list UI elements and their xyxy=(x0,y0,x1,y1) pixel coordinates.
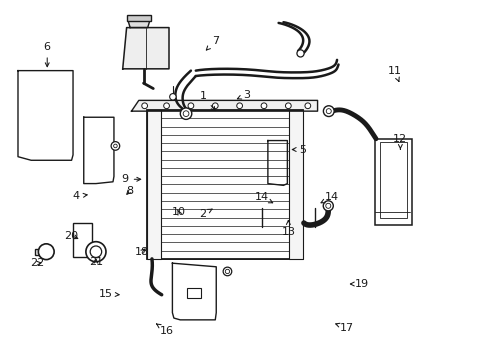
Circle shape xyxy=(261,103,266,109)
Bar xyxy=(35,249,47,255)
Bar xyxy=(147,110,161,259)
Polygon shape xyxy=(128,21,149,28)
Text: 8: 8 xyxy=(126,186,133,196)
Text: 20: 20 xyxy=(64,231,79,240)
Bar xyxy=(379,142,406,218)
Text: 15: 15 xyxy=(99,289,119,299)
Text: 22: 22 xyxy=(30,258,44,268)
Text: 6: 6 xyxy=(43,42,51,67)
Text: 7: 7 xyxy=(206,36,219,50)
Circle shape xyxy=(305,103,310,109)
Text: 5: 5 xyxy=(292,144,306,154)
Circle shape xyxy=(323,106,333,117)
Text: 10: 10 xyxy=(171,207,185,217)
Circle shape xyxy=(180,108,191,120)
Polygon shape xyxy=(83,117,114,184)
Circle shape xyxy=(323,201,333,211)
Text: 19: 19 xyxy=(350,279,368,289)
Polygon shape xyxy=(122,28,169,69)
Bar xyxy=(73,223,91,257)
Circle shape xyxy=(188,103,193,109)
Text: 18: 18 xyxy=(135,247,149,257)
Text: 9: 9 xyxy=(122,174,141,184)
Circle shape xyxy=(236,103,242,109)
Text: 13: 13 xyxy=(281,221,295,237)
Text: 11: 11 xyxy=(386,66,401,81)
Circle shape xyxy=(325,203,330,208)
Text: 14: 14 xyxy=(321,192,339,203)
Text: 12: 12 xyxy=(392,134,407,149)
Circle shape xyxy=(90,246,102,257)
Circle shape xyxy=(296,50,304,57)
Bar xyxy=(147,110,303,259)
Circle shape xyxy=(325,109,330,114)
Bar xyxy=(374,139,411,225)
Text: 21: 21 xyxy=(89,257,103,267)
Polygon shape xyxy=(172,263,216,320)
Circle shape xyxy=(86,242,106,262)
Bar xyxy=(289,110,303,259)
Circle shape xyxy=(223,267,231,276)
Circle shape xyxy=(142,103,147,109)
Circle shape xyxy=(183,111,188,117)
Bar xyxy=(186,288,200,298)
Circle shape xyxy=(212,103,218,109)
Bar xyxy=(126,15,151,21)
Circle shape xyxy=(38,244,54,260)
Circle shape xyxy=(163,103,169,109)
Polygon shape xyxy=(267,140,287,185)
Polygon shape xyxy=(131,100,317,111)
Text: 17: 17 xyxy=(335,323,353,333)
Circle shape xyxy=(285,103,291,109)
Text: 16: 16 xyxy=(156,324,173,336)
Circle shape xyxy=(111,141,120,150)
Polygon shape xyxy=(18,71,73,160)
Circle shape xyxy=(169,94,176,100)
Text: 14: 14 xyxy=(254,192,272,203)
Text: 1: 1 xyxy=(199,91,215,111)
Circle shape xyxy=(225,269,229,274)
Text: 4: 4 xyxy=(73,191,87,201)
Text: 3: 3 xyxy=(237,90,250,100)
Circle shape xyxy=(113,144,117,148)
Text: 2: 2 xyxy=(199,209,212,219)
